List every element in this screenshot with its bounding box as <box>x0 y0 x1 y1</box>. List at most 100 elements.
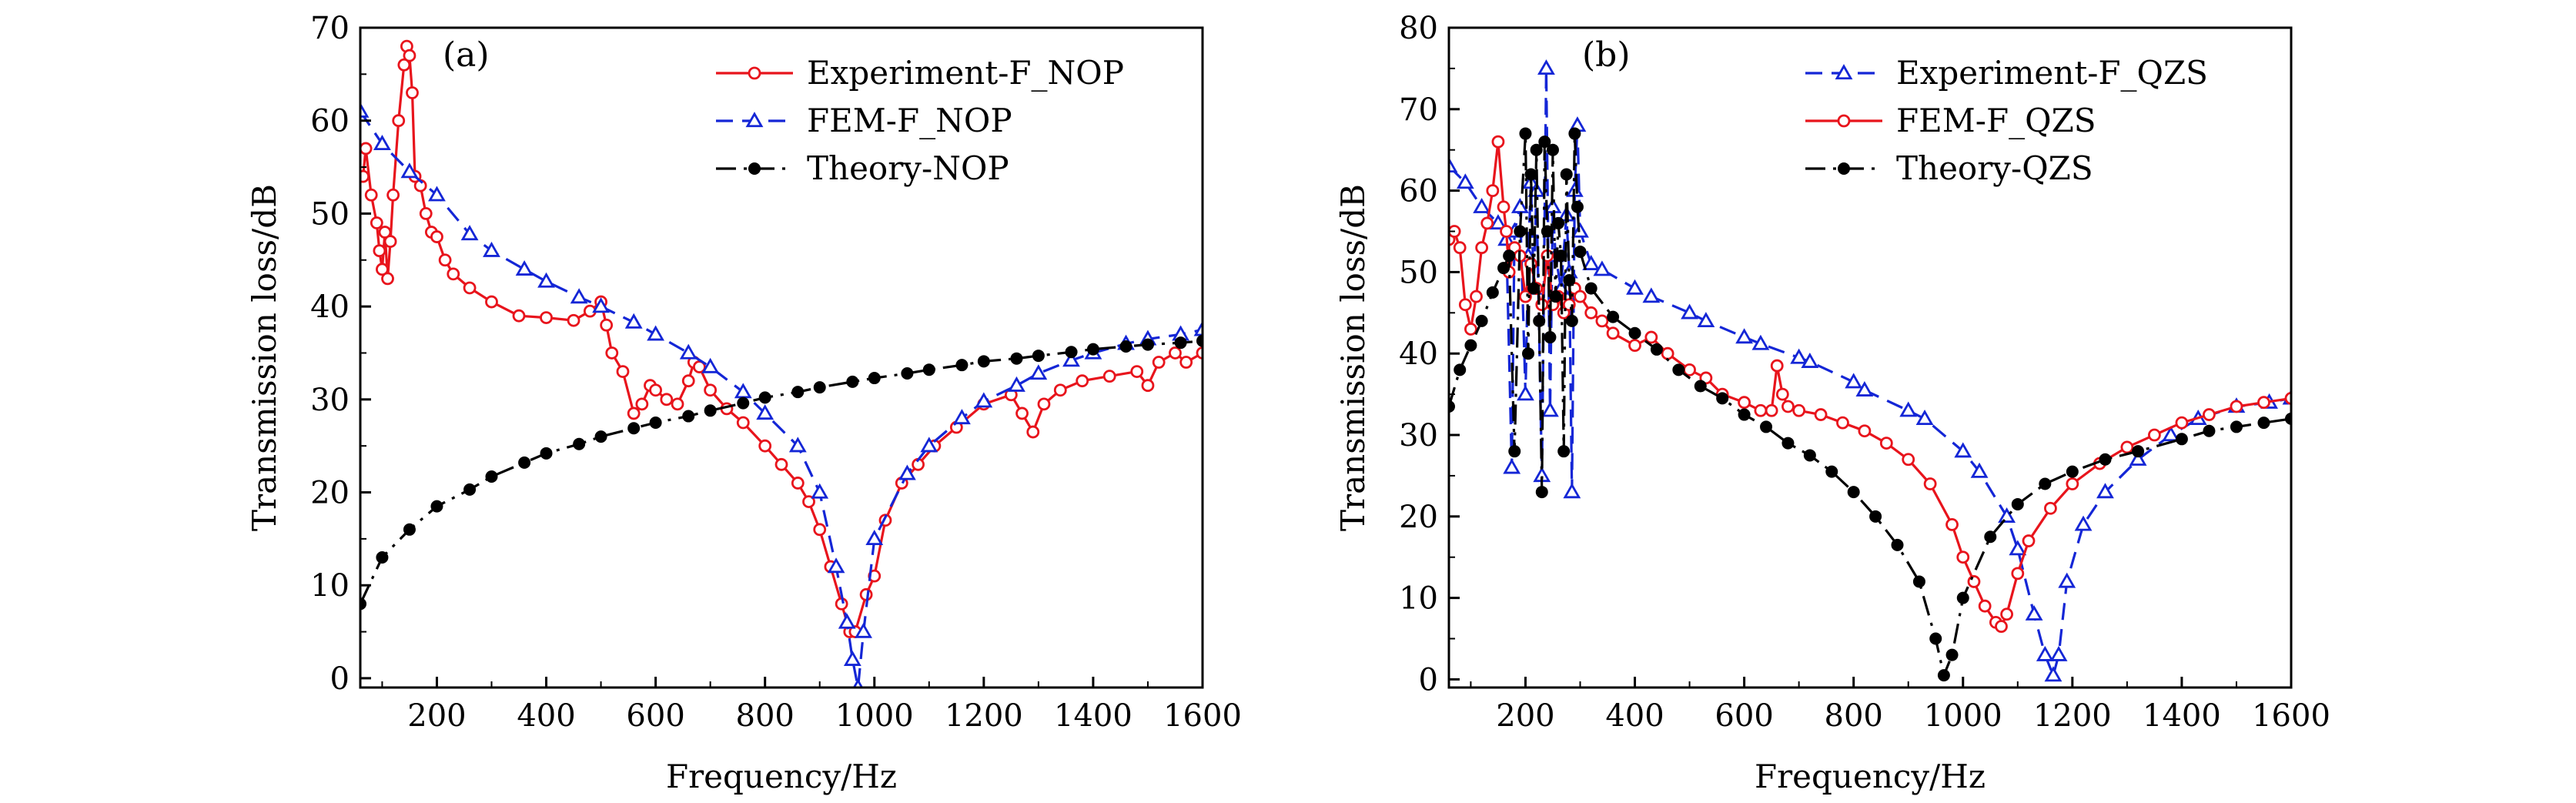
data-point <box>1661 346 1674 360</box>
data-point <box>2011 567 2025 581</box>
panel-a: 200 400 600 800 1000 1200 1400 1600 0 10 20 30 40 50 6… <box>246 11 1242 795</box>
legend-marker <box>745 112 764 128</box>
data-point <box>1491 135 1505 149</box>
data-point <box>1694 380 1707 393</box>
data-point <box>403 49 417 62</box>
data-point <box>1130 365 1144 379</box>
data-point <box>1037 397 1051 411</box>
data-point <box>627 422 641 435</box>
data-point <box>430 230 443 243</box>
data-point <box>1584 282 1597 295</box>
data-point <box>1801 352 1819 368</box>
x-tick-label: 1600 <box>2252 698 2330 734</box>
data-point <box>1584 306 1598 320</box>
data-point <box>1026 425 1040 439</box>
data-point <box>2011 497 2024 510</box>
y-tick-label: 30 <box>310 383 350 418</box>
data-point <box>2230 400 2243 413</box>
data-point <box>1141 379 1155 393</box>
data-point <box>2132 445 2145 458</box>
data-point <box>1010 352 1023 365</box>
data-point <box>671 397 684 411</box>
data-point <box>406 86 419 99</box>
data-point <box>2120 440 2134 454</box>
data-point <box>2044 666 2062 682</box>
data-point <box>1716 392 1729 405</box>
data-point <box>1456 173 1474 189</box>
data-point <box>600 318 614 332</box>
data-point <box>2025 604 2043 621</box>
legend-label: Experiment-F_QZS <box>1896 54 2208 92</box>
data-point <box>1065 346 1078 359</box>
legend-label: Theory-NOP <box>807 149 1009 187</box>
data-point <box>1549 290 1562 303</box>
x-tick-label: 1600 <box>1163 698 1242 734</box>
data-point <box>704 404 717 417</box>
data-point <box>376 551 389 564</box>
data-point <box>2066 465 2079 478</box>
data-point <box>1593 260 1611 276</box>
data-point <box>2175 433 2188 446</box>
data-point <box>1503 458 1521 474</box>
data-point <box>373 135 391 151</box>
data-point <box>922 363 935 376</box>
data-point <box>1480 216 1494 230</box>
data-point <box>540 311 553 324</box>
data-point <box>1781 437 1795 450</box>
data-point <box>360 102 370 118</box>
data-point <box>1751 334 1770 350</box>
x-tick-label: 1400 <box>1054 698 1132 734</box>
y-tick-label: 70 <box>1399 92 1438 128</box>
data-point <box>704 383 718 397</box>
data-point <box>438 253 452 267</box>
data-point <box>1449 157 1458 173</box>
data-point <box>1945 648 1959 661</box>
data-point <box>1475 241 1489 255</box>
data-point <box>1503 249 1516 263</box>
y-tick-label: 70 <box>310 11 350 46</box>
data-point <box>485 295 498 309</box>
data-point <box>483 241 500 257</box>
legend: Experiment-F_QZS FEM-F_QZS Theory-QZS <box>1805 54 2208 187</box>
data-point <box>360 142 373 156</box>
x-tick-label: 1000 <box>1924 698 2002 734</box>
data-point <box>1527 282 1541 295</box>
data-point <box>573 437 586 450</box>
x-axis-title: Frequency/Hz <box>1755 758 1986 795</box>
data-point <box>920 437 938 453</box>
data-point <box>1029 364 1048 380</box>
data-point <box>701 357 720 373</box>
data-point <box>1879 437 1893 450</box>
data-point <box>1956 591 1969 604</box>
data-point <box>1781 400 1795 413</box>
data-point <box>360 169 370 183</box>
x-tick-label: 200 <box>1496 698 1554 734</box>
y-tick-label: 40 <box>310 289 350 325</box>
data-point <box>813 523 827 537</box>
y-tick-label: 10 <box>310 568 350 604</box>
data-point <box>1565 314 1578 327</box>
data-point <box>865 530 884 546</box>
series-2 <box>360 334 1203 611</box>
data-point <box>2203 408 2216 421</box>
data-point <box>540 447 553 460</box>
data-point <box>1984 530 1997 544</box>
data-point <box>2175 416 2189 430</box>
data-point <box>811 483 829 499</box>
y-tick-label: 10 <box>1399 581 1438 617</box>
data-point <box>647 325 665 341</box>
data-point <box>1923 477 1937 490</box>
y-tick-label: 80 <box>1399 11 1438 46</box>
data-point <box>1062 351 1080 367</box>
data-point <box>2044 501 2057 515</box>
data-point <box>1937 669 1950 682</box>
data-point <box>378 226 392 239</box>
data-point <box>1552 216 1565 229</box>
data-point <box>400 162 419 179</box>
data-point <box>592 297 610 313</box>
data-point <box>570 288 588 304</box>
data-point <box>953 409 971 425</box>
data-point <box>2096 483 2114 499</box>
data-point <box>537 272 555 288</box>
data-point <box>381 272 394 286</box>
